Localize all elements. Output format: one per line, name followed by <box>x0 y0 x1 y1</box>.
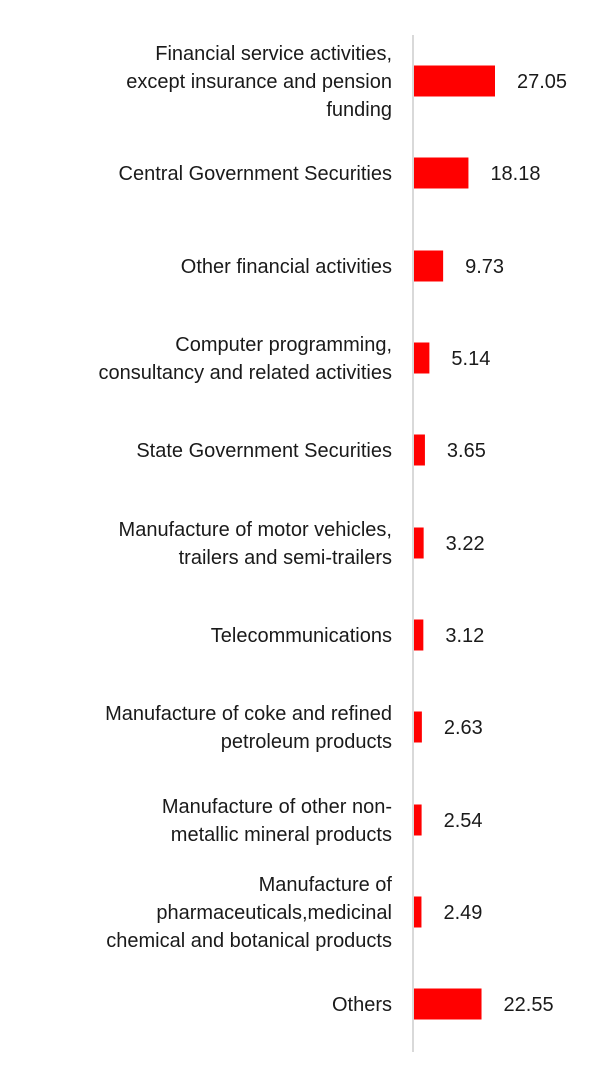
value-labels-group: 27.05 18.18 9.73 5.14 3.65 3.22 3.12 2.63 2.54 2.… <box>443 71 567 1016</box>
category-labels-group: Financial service activities, except insu… <box>99 43 393 1016</box>
bar-9 <box>414 804 422 836</box>
bar-1 <box>414 65 495 97</box>
category-label-10: Manufacture of pharmaceuticals,medicinal c… <box>106 874 392 952</box>
value-label-3: 9.73 <box>465 256 504 278</box>
category-label-line: consultancy and related activities <box>99 362 393 384</box>
value-label-2: 18.18 <box>490 163 540 185</box>
category-label-1: Financial service activities, except insu… <box>126 43 392 121</box>
category-label-line: Financial service activities, <box>155 43 392 65</box>
bar-6 <box>414 527 424 559</box>
bar-11 <box>414 988 482 1020</box>
value-label-7: 3.12 <box>445 625 484 647</box>
bar-10 <box>414 896 422 928</box>
category-label-4: Computer programming, consultancy and rel… <box>99 334 393 384</box>
category-label-line: Manufacture of motor vehicles, <box>119 519 392 541</box>
category-label-line: Other financial activities <box>181 256 392 278</box>
value-label-5: 3.65 <box>447 440 486 462</box>
category-label-11: Others <box>332 994 392 1016</box>
category-label-2: Central Government Securities <box>119 163 392 185</box>
category-label-line: chemical and botanical products <box>106 930 392 952</box>
category-label-line: Computer programming, <box>175 334 392 356</box>
category-label-line: trailers and semi-trailers <box>179 547 392 569</box>
value-label-9: 2.54 <box>444 810 483 832</box>
bar-5 <box>414 434 425 466</box>
bar-4 <box>414 342 430 374</box>
category-label-line: Manufacture of <box>259 874 393 896</box>
category-label-line: funding <box>326 99 392 121</box>
bar-8 <box>414 711 422 743</box>
value-label-6: 3.22 <box>446 533 485 555</box>
bar-7 <box>414 619 424 651</box>
category-label-6: Manufacture of motor vehicles, trailers a… <box>119 519 392 569</box>
category-label-line: Others <box>332 994 392 1016</box>
category-label-line: metallic mineral products <box>171 824 392 846</box>
category-label-line: Manufacture of coke and refined <box>105 703 392 725</box>
category-label-8: Manufacture of coke and refined petroleum… <box>105 703 392 753</box>
value-label-11: 22.55 <box>504 994 554 1016</box>
category-label-line: State Government Securities <box>136 440 392 462</box>
bar-2 <box>414 157 469 189</box>
category-label-line: pharmaceuticals,medicinal <box>156 902 392 924</box>
value-label-8: 2.63 <box>444 717 483 739</box>
category-label-line: Manufacture of other non- <box>162 796 392 818</box>
bars-group <box>414 65 495 1020</box>
value-label-4: 5.14 <box>451 348 490 370</box>
bar-3 <box>414 250 444 282</box>
value-label-1: 27.05 <box>517 71 567 93</box>
category-label-line: Central Government Securities <box>119 163 392 185</box>
value-label-10: 2.49 <box>443 902 482 924</box>
category-label-3: Other financial activities <box>181 256 392 278</box>
category-label-line: petroleum products <box>221 731 392 753</box>
category-label-7: Telecommunications <box>211 625 392 647</box>
category-label-9: Manufacture of other non-metallic minera… <box>162 796 392 846</box>
category-label-line: Telecommunications <box>211 625 392 647</box>
category-label-5: State Government Securities <box>136 440 392 462</box>
category-label-line: except insurance and pension <box>126 71 392 93</box>
